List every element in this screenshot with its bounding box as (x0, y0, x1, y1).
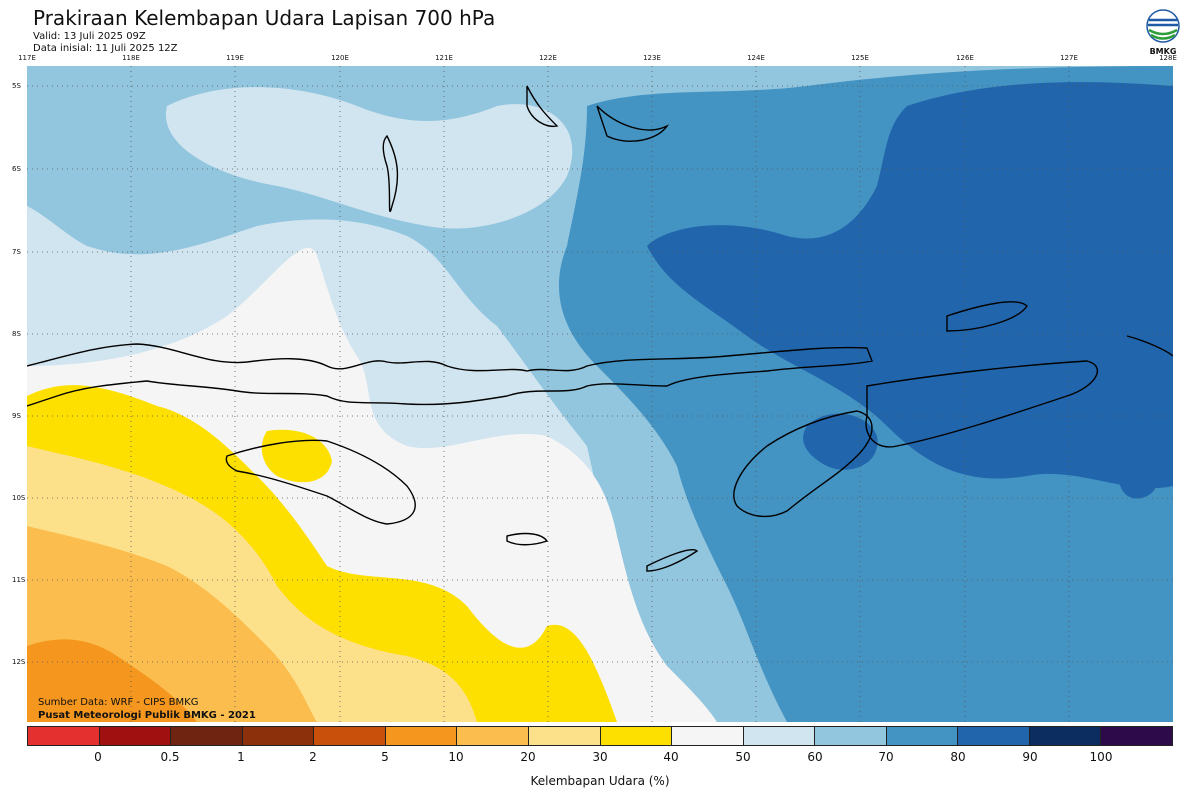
humidity-map (27, 66, 1173, 722)
colorbar-tick: 80 (950, 750, 966, 764)
lat-label: 9S (12, 412, 21, 420)
colorbar-segment (958, 727, 1030, 745)
colorbar-tick: 1 (237, 750, 245, 764)
colorbar-segment (457, 727, 529, 745)
colorbar-tick: 2 (309, 750, 317, 764)
lon-label: 125E (851, 54, 869, 62)
colorbar-segment (886, 727, 959, 745)
lat-label: 7S (12, 248, 21, 256)
logo-text: BMKG (1150, 47, 1177, 56)
colorbar-tick: 100 (1089, 750, 1113, 764)
colorbar-segment (314, 727, 386, 745)
lon-label: 122E (539, 54, 557, 62)
lon-label: 126E (956, 54, 974, 62)
coastlines (27, 85, 1173, 572)
colorbar-segment (528, 727, 601, 745)
valid-time: Valid: 13 Juli 2025 09Z (33, 31, 146, 42)
colorbar (27, 726, 1173, 746)
lat-label: 6S (12, 165, 21, 173)
colorbar-title: Kelembapan Udara (%) (530, 774, 670, 788)
lat-label: 11S (12, 576, 26, 584)
colorbar-tick: 0 (94, 750, 102, 764)
colorbar-segment (28, 727, 100, 745)
lon-label: 128E (1159, 54, 1177, 62)
lat-label: 10S (12, 494, 26, 502)
colorbar-tick: 5 (381, 750, 389, 764)
colorbar-segment (743, 727, 816, 745)
lat-label: 5S (12, 82, 21, 90)
lon-label: 127E (1060, 54, 1078, 62)
colorbar-segment (242, 727, 315, 745)
init-time: Data inisial: 11 Juli 2025 12Z (33, 43, 178, 54)
colorbar-tick: 40 (663, 750, 679, 764)
lat-label: 8S (12, 330, 21, 338)
map-title: Prakiraan Kelembapan Udara Lapisan 700 h… (33, 6, 496, 30)
lon-label: 124E (747, 54, 765, 62)
colorbar-segment (600, 727, 673, 745)
colorbar-tick: 10 (448, 750, 464, 764)
colorbar-segment (815, 727, 887, 745)
bmkg-logo: BMKG (1146, 9, 1180, 56)
publisher-text: Pusat Meteorologi Publik BMKG - 2021 (38, 710, 256, 721)
lon-label: 123E (643, 54, 661, 62)
colorbar-segment (1101, 727, 1172, 745)
colorbar-tick: 20 (520, 750, 536, 764)
lon-label: 120E (331, 54, 349, 62)
colorbar-tick: 70 (878, 750, 894, 764)
colorbar-tick: 0.5 (160, 750, 180, 764)
colorbar-segment (171, 727, 243, 745)
colorbar-segment (385, 727, 458, 745)
colorbar-tick: 90 (1022, 750, 1038, 764)
lon-label: 118E (122, 54, 140, 62)
lon-label: 117E (18, 54, 36, 62)
lon-label: 121E (435, 54, 453, 62)
colorbar-segment (1029, 727, 1102, 745)
colorbar-tick: 50 (735, 750, 751, 764)
lon-label: 119E (226, 54, 244, 62)
colorbar-segment (672, 727, 744, 745)
lat-label: 12S (12, 658, 26, 666)
source-text: Sumber Data: WRF - CIPS BMKG (38, 697, 199, 708)
colorbar-tick: 60 (807, 750, 823, 764)
colorbar-tick: 30 (592, 750, 608, 764)
colorbar-segment (99, 727, 172, 745)
